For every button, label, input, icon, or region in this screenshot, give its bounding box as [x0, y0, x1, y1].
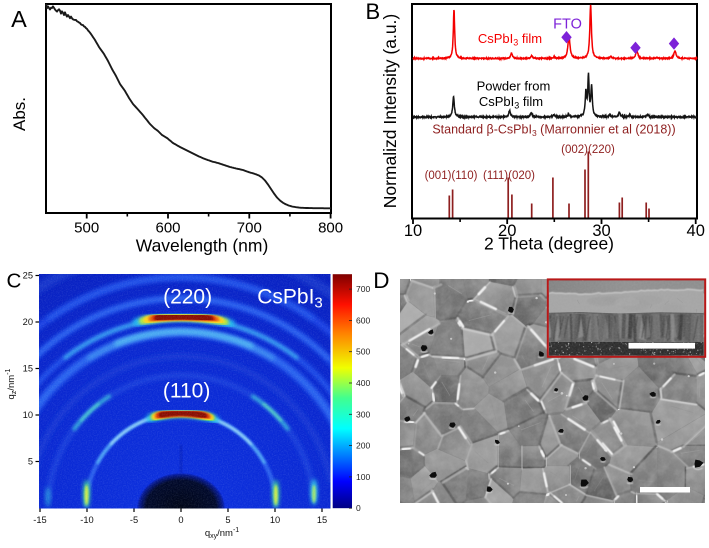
svg-text:A: A	[11, 6, 27, 32]
svg-text:Powder from: Powder from	[477, 78, 551, 93]
svg-text:20: 20	[23, 317, 33, 327]
svg-text:0: 0	[178, 515, 183, 525]
svg-text:700: 700	[237, 220, 262, 237]
svg-text:10: 10	[270, 515, 280, 525]
svg-text:D: D	[373, 268, 389, 293]
svg-text:300: 300	[356, 409, 370, 419]
svg-text:100: 100	[356, 472, 370, 482]
svg-text:40: 40	[687, 222, 705, 240]
svg-text:-15: -15	[33, 515, 46, 525]
svg-text:0: 0	[356, 503, 361, 513]
svg-text:(220): (220)	[163, 286, 212, 309]
svg-text:30: 30	[592, 222, 610, 240]
svg-text:(002)(220): (002)(220)	[561, 144, 615, 156]
svg-text:C: C	[7, 269, 22, 292]
svg-text:200: 200	[356, 441, 370, 451]
svg-text:25: 25	[23, 271, 33, 281]
svg-text:700: 700	[356, 284, 370, 294]
svg-text:qz/nm-1: qz/nm-1	[5, 368, 18, 399]
svg-text:500: 500	[356, 347, 370, 357]
svg-text:(110): (110)	[163, 380, 210, 403]
svg-text:CsPbI3 film: CsPbI3 film	[478, 31, 542, 48]
svg-text:Standard β-CsPbI3 (Marronnier: Standard β-CsPbI3 (Marronnier et al (201…	[432, 123, 675, 139]
svg-text:CsPbI3 film: CsPbI3 film	[479, 94, 543, 111]
svg-text:Normalizd Intensity (a.u.): Normalizd Intensity (a.u.)	[380, 14, 400, 209]
svg-text:Wavelength (nm): Wavelength (nm)	[136, 236, 269, 256]
svg-text:5: 5	[28, 457, 33, 467]
svg-text:20: 20	[498, 222, 516, 240]
svg-text:15: 15	[317, 515, 327, 525]
svg-text:10: 10	[23, 410, 33, 420]
svg-text:5: 5	[225, 515, 230, 525]
svg-text:500: 500	[74, 220, 99, 237]
svg-text:-5: -5	[130, 515, 138, 525]
svg-text:CsPbI3: CsPbI3	[257, 286, 323, 312]
svg-text:FTO: FTO	[553, 16, 582, 32]
svg-text:(001)(110): (001)(110)	[425, 170, 478, 182]
svg-text:15: 15	[23, 364, 33, 374]
svg-text:Abs.: Abs.	[10, 97, 29, 131]
svg-text:10: 10	[404, 222, 422, 240]
svg-text:(111)(020): (111)(020)	[483, 170, 535, 182]
svg-text:600: 600	[356, 315, 370, 325]
svg-text:600: 600	[155, 220, 180, 237]
svg-text:400: 400	[356, 378, 370, 388]
svg-text:-10: -10	[80, 515, 93, 525]
svg-text:qxy/nm-1: qxy/nm-1	[205, 527, 239, 540]
svg-text:800: 800	[318, 220, 343, 237]
svg-text:B: B	[366, 0, 381, 24]
svg-text:2 Theta (degree): 2 Theta (degree)	[484, 234, 614, 254]
